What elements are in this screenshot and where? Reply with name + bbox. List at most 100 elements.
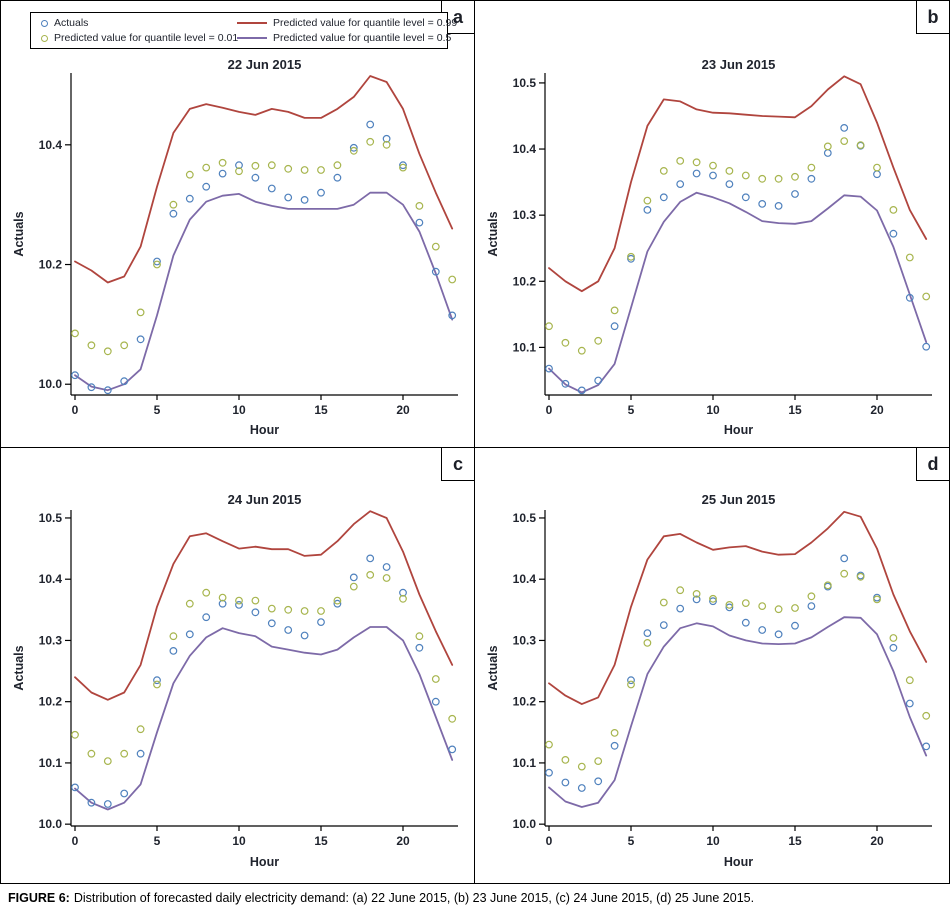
chart-title: 23 Jun 2015 bbox=[702, 57, 776, 72]
y-tick-label: 10.4 bbox=[513, 142, 537, 156]
x-tick-label: 5 bbox=[628, 834, 635, 848]
x-tick-label: 0 bbox=[546, 834, 553, 848]
x-tick-label: 0 bbox=[546, 403, 553, 417]
circle-marker-icon bbox=[41, 19, 48, 27]
chart-title: 22 Jun 2015 bbox=[228, 57, 302, 72]
legend-label: Actuals bbox=[54, 17, 89, 29]
circle-marker-icon bbox=[41, 34, 48, 42]
series-line-q05 bbox=[548, 191, 928, 394]
line-icon bbox=[237, 22, 267, 24]
series-markers-q001 bbox=[71, 137, 457, 356]
y-axis-label: Actuals bbox=[12, 645, 26, 690]
series-line-q099 bbox=[74, 75, 454, 284]
x-tick-label: 5 bbox=[628, 403, 635, 417]
y-tick-label: 10.2 bbox=[39, 258, 63, 272]
x-tick-label: 20 bbox=[396, 403, 410, 417]
caption-text: Distribution of forecasted daily electri… bbox=[73, 891, 755, 905]
series-markers-actuals bbox=[545, 123, 931, 395]
series-line-q099 bbox=[548, 510, 928, 706]
panel-label-b: b bbox=[916, 0, 950, 34]
series-line-q05 bbox=[548, 616, 928, 808]
figure-caption: FIGURE 6: Distribution of forecasted dai… bbox=[0, 884, 950, 912]
series-markers-q001 bbox=[545, 137, 931, 355]
axes bbox=[544, 73, 932, 396]
y-tick-label: 10.1 bbox=[513, 340, 537, 354]
chart-title: 24 Jun 2015 bbox=[228, 492, 302, 507]
chart-d: 25 Jun 2015 10.0 10.1 10.2 10.3 10.4 10.5 0 5 10 1… bbox=[486, 492, 932, 869]
legend: Actuals Predicted value for quantile lev… bbox=[30, 12, 457, 49]
y-axis-label: Actuals bbox=[486, 211, 500, 256]
axes bbox=[544, 510, 932, 827]
panel-a: 22 Jun 2015 10.0 10.2 10.4 0 5 10 15 20 Actuals Ho… bbox=[0, 0, 475, 448]
series-line-q05 bbox=[74, 626, 454, 811]
legend-item-quantile-05: Predicted value for quantile level = 0.5 bbox=[237, 32, 457, 44]
y-tick-label: 10.4 bbox=[513, 572, 537, 586]
series-markers-actuals bbox=[545, 554, 931, 792]
panel-b: 23 Jun 2015 10.1 10.2 10.3 10.4 10.5 0 5 10 15 20 A… bbox=[474, 0, 950, 448]
y-tick-label: 10.3 bbox=[513, 633, 537, 647]
x-tick-label: 5 bbox=[154, 834, 161, 848]
x-axis-label: Hour bbox=[250, 423, 279, 437]
legend-label: Predicted value for quantile level = 0.5 bbox=[273, 32, 452, 44]
caption-label: FIGURE 6: bbox=[8, 891, 70, 905]
series-markers-q001 bbox=[545, 569, 931, 771]
legend-item-actuals: Actuals bbox=[41, 17, 237, 29]
legend-label: Predicted value for quantile level = 0.0… bbox=[54, 32, 239, 44]
legend-item-quantile-099: Predicted value for quantile level = 0.9… bbox=[237, 17, 457, 29]
series-markers-actuals bbox=[71, 554, 457, 808]
series-line-q099 bbox=[74, 510, 454, 701]
chart-title: 25 Jun 2015 bbox=[702, 492, 776, 507]
x-tick-label: 10 bbox=[232, 403, 246, 417]
panel-d: 25 Jun 2015 10.0 10.1 10.2 10.3 10.4 10.5 0 5 10 1… bbox=[474, 447, 950, 884]
axes bbox=[70, 510, 458, 827]
y-tick-label: 10.1 bbox=[39, 756, 63, 770]
series-line-q05 bbox=[74, 191, 454, 392]
legend-label: Predicted value for quantile level = 0.9… bbox=[273, 17, 458, 29]
y-tick-label: 10.0 bbox=[39, 817, 63, 831]
y-axis-label: Actuals bbox=[486, 645, 500, 690]
x-tick-label: 15 bbox=[788, 403, 802, 417]
y-tick-label: 10.2 bbox=[513, 274, 537, 288]
x-axis-label: Hour bbox=[724, 855, 753, 869]
x-tick-label: 15 bbox=[314, 834, 328, 848]
y-tick-label: 10.3 bbox=[39, 633, 63, 647]
x-tick-label: 10 bbox=[706, 834, 720, 848]
y-axis-label: Actuals bbox=[12, 211, 26, 256]
series-markers-actuals bbox=[71, 120, 457, 395]
x-tick-label: 15 bbox=[314, 403, 328, 417]
x-tick-label: 5 bbox=[154, 403, 161, 417]
panel-label-c: c bbox=[441, 447, 475, 481]
x-tick-label: 20 bbox=[396, 834, 410, 848]
x-axis-label: Hour bbox=[724, 423, 753, 437]
chart-a: 22 Jun 2015 10.0 10.2 10.4 0 5 10 15 20 Actuals Ho… bbox=[12, 57, 458, 437]
line-icon bbox=[237, 37, 267, 39]
y-tick-label: 10.5 bbox=[39, 511, 63, 525]
y-tick-label: 10.5 bbox=[513, 76, 537, 90]
chart-b: 23 Jun 2015 10.1 10.2 10.3 10.4 10.5 0 5 10 15 20 A… bbox=[486, 57, 932, 437]
y-tick-label: 10.4 bbox=[39, 138, 63, 152]
x-tick-label: 20 bbox=[870, 834, 884, 848]
y-tick-label: 10.2 bbox=[39, 695, 63, 709]
legend-item-quantile-001: Predicted value for quantile level = 0.0… bbox=[41, 32, 239, 44]
series-markers-q001 bbox=[71, 570, 457, 766]
series-line-q099 bbox=[548, 75, 928, 293]
panel-label-d: d bbox=[916, 447, 950, 481]
y-tick-label: 10.5 bbox=[513, 511, 537, 525]
x-tick-label: 10 bbox=[232, 834, 246, 848]
x-axis-label: Hour bbox=[250, 855, 279, 869]
y-tick-label: 10.1 bbox=[513, 756, 537, 770]
x-tick-label: 15 bbox=[788, 834, 802, 848]
x-tick-label: 20 bbox=[870, 403, 884, 417]
y-tick-label: 10.4 bbox=[39, 572, 63, 586]
y-tick-label: 10.0 bbox=[513, 817, 537, 831]
x-tick-label: 0 bbox=[72, 403, 79, 417]
chart-c: 24 Jun 2015 10.0 10.1 10.2 10.3 10.4 10.5 0 5 10 1… bbox=[12, 492, 458, 869]
y-tick-label: 10.0 bbox=[39, 377, 63, 391]
panel-c: 24 Jun 2015 10.0 10.1 10.2 10.3 10.4 10.5 0 5 10 1… bbox=[0, 447, 475, 884]
x-tick-label: 0 bbox=[72, 834, 79, 848]
x-tick-label: 10 bbox=[706, 403, 720, 417]
y-tick-label: 10.3 bbox=[513, 208, 537, 222]
axes bbox=[70, 73, 458, 396]
y-tick-label: 10.2 bbox=[513, 695, 537, 709]
